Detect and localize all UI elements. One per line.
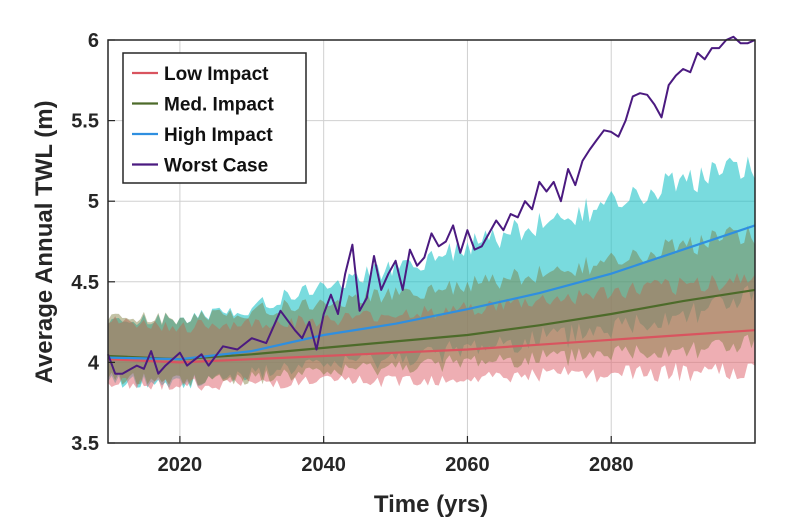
legend-label-high-impact: High Impact xyxy=(164,125,273,146)
series-line-worst-case xyxy=(107,35,756,375)
series-line-low-impact xyxy=(107,329,756,364)
y-tick-label: 3.5 xyxy=(71,433,99,455)
plot-frame xyxy=(107,39,756,444)
legend-label-worst-case: Worst Case xyxy=(164,156,268,177)
legend-label-med-impact: Med. Impact xyxy=(164,95,274,116)
series-lines xyxy=(107,35,756,375)
x-tick-label: 2080 xyxy=(589,454,634,476)
axis-ticks: 2020 2040 2060 2080 3.5 4 4.5 5 5.5 6 xyxy=(71,30,633,476)
legend-box xyxy=(122,52,307,184)
legend-label-low-impact: Low Impact xyxy=(164,64,269,85)
y-tick-label: 4.5 xyxy=(71,272,99,294)
y-axis-title: Average Annual TWL (m) xyxy=(31,100,58,383)
legend: Low Impact Med. Impact High Impact Worst Ca… xyxy=(122,52,307,184)
x-tick-label: 2020 xyxy=(158,454,203,476)
x-tick-label: 2060 xyxy=(445,454,490,476)
y-tick-label: 4 xyxy=(88,352,100,374)
x-tick-label: 2040 xyxy=(301,454,346,476)
band-low-impact xyxy=(108,273,755,391)
x-axis-title: Time (yrs) xyxy=(374,491,488,518)
y-tick-label: 6 xyxy=(88,30,99,52)
y-tick-label: 5 xyxy=(88,191,99,213)
y-tick-label: 5.5 xyxy=(71,111,99,133)
